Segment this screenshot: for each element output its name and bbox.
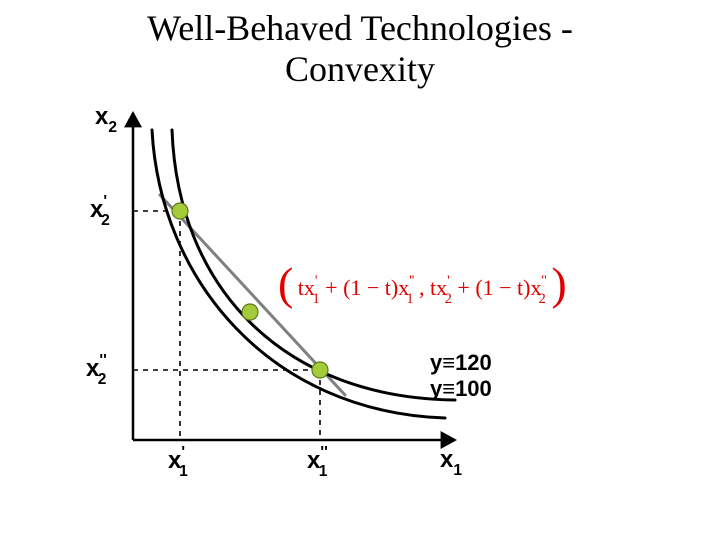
diagram-svg	[0, 0, 720, 540]
x-axis-label: x1	[440, 446, 462, 478]
y-axis-label: x2	[95, 103, 117, 135]
x2-dprime-label: x''2	[86, 354, 106, 387]
x1-prime-label: x'1	[168, 446, 188, 479]
iso-120-label: y≡120	[430, 350, 492, 376]
convex-combination-formula: ( tx'1 + (1 − t)x''1 , tx'2 + (1 − t)x''…	[278, 275, 567, 306]
pt-a	[172, 203, 188, 219]
x1-dprime-label: x''1	[307, 446, 327, 479]
isoquant-100	[152, 130, 445, 418]
pt-mid	[242, 304, 258, 320]
iso-100-label: y≡100	[430, 376, 492, 402]
pt-b	[312, 362, 328, 378]
x2-prime-label: x'2	[90, 195, 110, 228]
